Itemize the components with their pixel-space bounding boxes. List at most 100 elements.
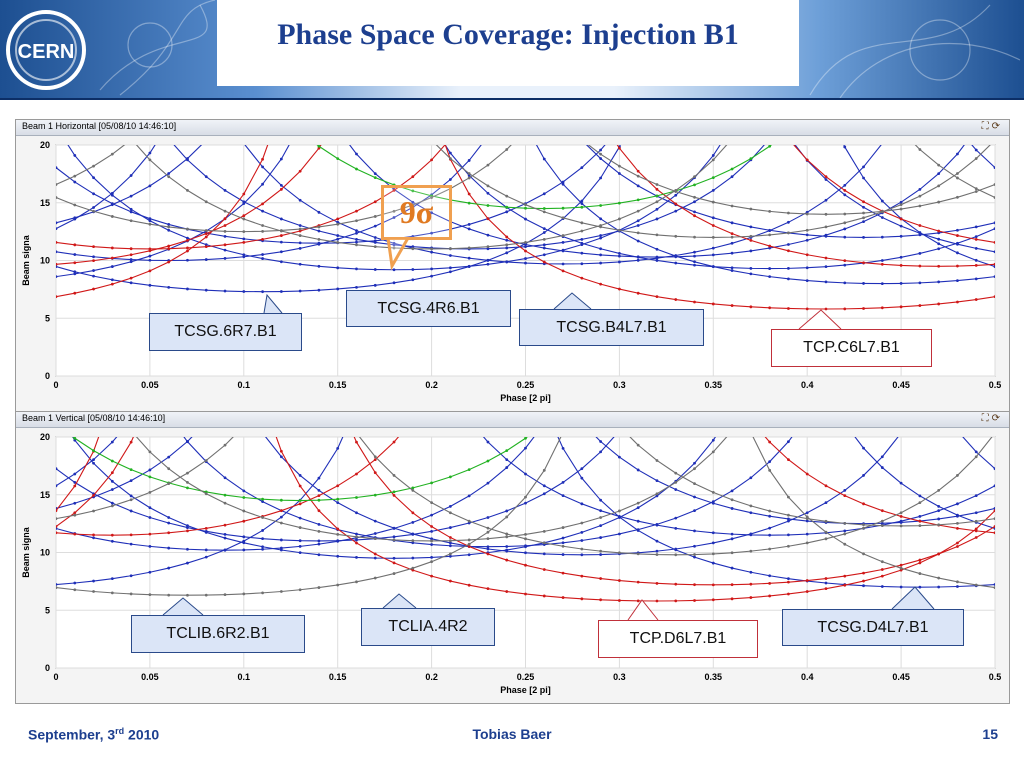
data-point bbox=[862, 216, 865, 220]
data-point bbox=[110, 577, 114, 581]
series-line bbox=[56, 437, 995, 527]
data-point bbox=[994, 422, 997, 425]
data-point bbox=[711, 450, 715, 454]
y-tick-label: 20 bbox=[40, 140, 50, 150]
data-point bbox=[655, 200, 659, 204]
data-point bbox=[918, 281, 922, 285]
data-point bbox=[599, 282, 603, 286]
data-point bbox=[430, 158, 433, 162]
refresh-icon[interactable]: ⟳ bbox=[991, 413, 1003, 424]
undock-icon[interactable]: ⛶ bbox=[981, 121, 992, 132]
data-point bbox=[655, 492, 659, 496]
undock-icon[interactable]: ⛶ bbox=[981, 413, 992, 424]
data-point bbox=[373, 458, 377, 462]
data-point bbox=[993, 509, 995, 513]
data-point bbox=[204, 459, 208, 462]
refresh-icon[interactable]: ⟳ bbox=[991, 121, 1003, 132]
data-point bbox=[373, 236, 377, 239]
x-tick-label: 0.15 bbox=[329, 380, 347, 390]
data-point bbox=[730, 597, 734, 601]
data-point bbox=[448, 270, 452, 274]
data-point bbox=[693, 200, 696, 204]
data-point bbox=[430, 556, 433, 559]
data-point bbox=[204, 258, 208, 261]
data-point bbox=[805, 233, 809, 237]
data-point bbox=[411, 278, 415, 282]
data-point bbox=[937, 163, 941, 167]
data-point bbox=[561, 269, 565, 273]
data-point bbox=[56, 275, 58, 279]
data-point bbox=[674, 488, 678, 491]
data-point bbox=[974, 157, 978, 160]
data-point bbox=[974, 536, 978, 539]
data-point bbox=[974, 277, 978, 281]
data-point bbox=[956, 545, 959, 548]
data-point bbox=[467, 172, 471, 175]
data-point bbox=[824, 280, 828, 284]
data-point bbox=[129, 468, 133, 472]
data-point bbox=[486, 163, 490, 167]
data-point bbox=[693, 555, 696, 559]
data-point bbox=[768, 228, 772, 232]
data-point bbox=[167, 285, 171, 289]
data-point bbox=[261, 165, 264, 169]
data-point bbox=[580, 205, 584, 209]
data-point bbox=[56, 583, 58, 586]
data-point bbox=[918, 252, 922, 255]
data-point bbox=[486, 247, 490, 251]
data-point bbox=[186, 287, 189, 291]
data-point bbox=[355, 152, 358, 156]
data-point bbox=[430, 543, 433, 546]
data-point bbox=[974, 494, 978, 498]
data-point bbox=[561, 544, 565, 548]
data-point bbox=[430, 231, 433, 235]
panel-header: Beam 1 Horizontal [05/08/10 14:46:10] ⛶⟳ bbox=[16, 120, 1009, 136]
data-point bbox=[186, 440, 189, 444]
data-point bbox=[880, 509, 884, 513]
data-point bbox=[486, 526, 490, 530]
series-group bbox=[56, 419, 997, 603]
data-point bbox=[110, 215, 114, 218]
data-point bbox=[336, 527, 340, 531]
data-point bbox=[411, 419, 414, 422]
data-point bbox=[805, 579, 809, 582]
data-point bbox=[92, 458, 95, 462]
data-point bbox=[655, 187, 659, 191]
data-point bbox=[204, 526, 208, 530]
data-point bbox=[693, 175, 696, 179]
data-point bbox=[956, 176, 959, 180]
data-point bbox=[205, 139, 208, 142]
series-line bbox=[56, 437, 995, 536]
data-point bbox=[899, 481, 903, 485]
data-point bbox=[730, 583, 734, 587]
data-point bbox=[937, 552, 941, 556]
data-point bbox=[862, 176, 865, 180]
data-point bbox=[880, 209, 884, 213]
data-point bbox=[129, 498, 133, 502]
data-point bbox=[223, 593, 227, 597]
data-point bbox=[505, 549, 509, 553]
data-point bbox=[787, 513, 790, 517]
data-point bbox=[937, 264, 941, 268]
data-point bbox=[994, 432, 997, 435]
data-point bbox=[749, 570, 753, 574]
data-point bbox=[899, 515, 903, 518]
data-point bbox=[899, 200, 903, 204]
data-point bbox=[711, 500, 715, 504]
data-point bbox=[843, 183, 847, 187]
data-point bbox=[279, 548, 283, 552]
data-point bbox=[636, 291, 640, 295]
footer-author: Tobias Baer bbox=[472, 726, 552, 742]
data-point bbox=[317, 539, 321, 543]
data-point bbox=[298, 499, 302, 502]
data-point bbox=[787, 249, 790, 253]
data-point bbox=[373, 283, 377, 287]
data-point bbox=[317, 542, 321, 546]
data-point bbox=[505, 515, 509, 519]
data-point bbox=[918, 515, 922, 518]
data-point bbox=[204, 555, 208, 559]
data-point bbox=[279, 229, 283, 232]
data-point bbox=[993, 196, 995, 199]
data-point bbox=[486, 537, 490, 541]
y-tick-label: 15 bbox=[40, 490, 50, 500]
